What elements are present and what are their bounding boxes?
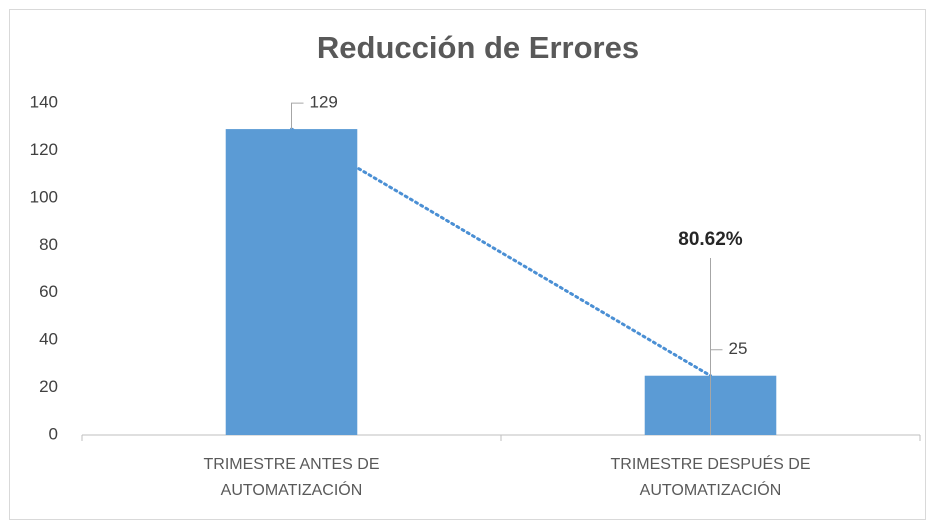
trendline — [290, 127, 712, 378]
x-tick-label: TRIMESTRE DESPUÉS DE AUTOMATIZACIÓN — [610, 456, 811, 499]
annotation: 80.62% — [678, 229, 743, 250]
chart-title: Reducción de Errores — [317, 30, 639, 65]
data-label: 25 — [729, 339, 748, 358]
chart-frame — [9, 9, 926, 520]
y-tick-label: 60 — [39, 282, 58, 301]
y-tick-label: 100 — [30, 187, 58, 206]
bar — [225, 129, 358, 436]
x-tick-label: TRIMESTRE ANTES DE AUTOMATIZACIÓN — [203, 456, 380, 499]
data-label: 129 — [310, 93, 338, 112]
y-tick-label: 80 — [39, 235, 58, 254]
y-tick-label: 40 — [39, 330, 58, 349]
y-tick-label: 140 — [30, 92, 58, 111]
y-tick-label: 20 — [39, 377, 58, 396]
y-tick-label: 120 — [30, 140, 58, 159]
y-tick-label: 0 — [49, 424, 58, 443]
data-label-leader — [291, 102, 304, 130]
